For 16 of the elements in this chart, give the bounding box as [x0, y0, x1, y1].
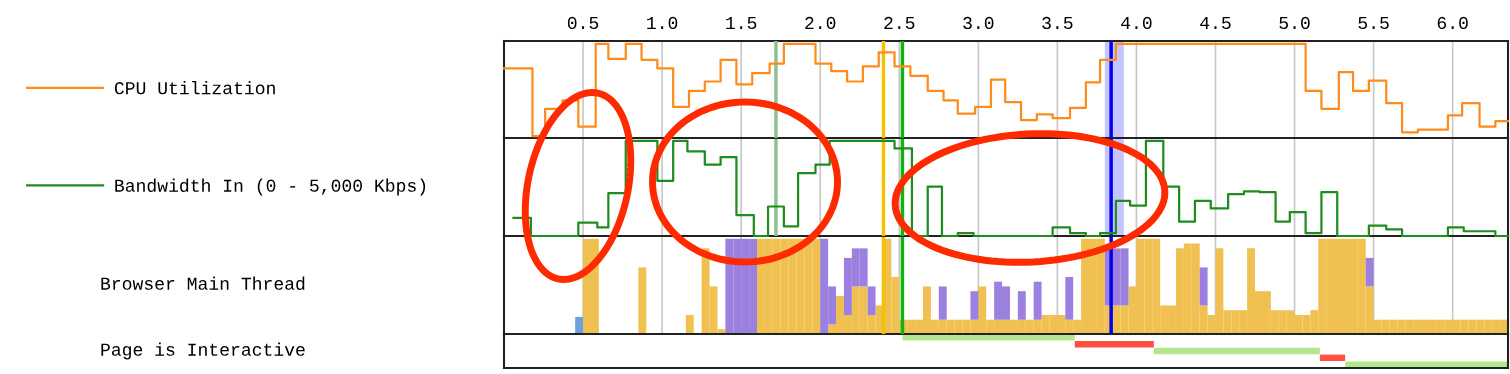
- y-axis-title: Browser Main Thread: [101, 276, 305, 290]
- x-tick-label: 4.0: [1121, 16, 1152, 30]
- x-tick-label: 1.0: [647, 16, 678, 30]
- x-tick-label: 6.0: [1437, 16, 1468, 30]
- x-tick-label: 5.5: [1358, 17, 1389, 30]
- x-tick-label: 5.0: [1279, 16, 1310, 30]
- x-tick-label: 4.5: [1200, 17, 1231, 30]
- x-tick-label: 0.5: [567, 16, 599, 30]
- legend-label: CPU Utilization: [114, 81, 275, 95]
- y-axis-title: Page is Interactive: [101, 342, 305, 360]
- legend-label: Bandwidth In (0 - 5,000 Kbps): [115, 178, 426, 196]
- x-tick-label: 3.0: [963, 16, 994, 30]
- x-tick-label: 2.5: [884, 16, 915, 30]
- x-tick-label: 1.5: [726, 17, 757, 30]
- x-tick-label: 3.5: [1042, 16, 1073, 30]
- x-tick-label: 2.0: [805, 16, 836, 30]
